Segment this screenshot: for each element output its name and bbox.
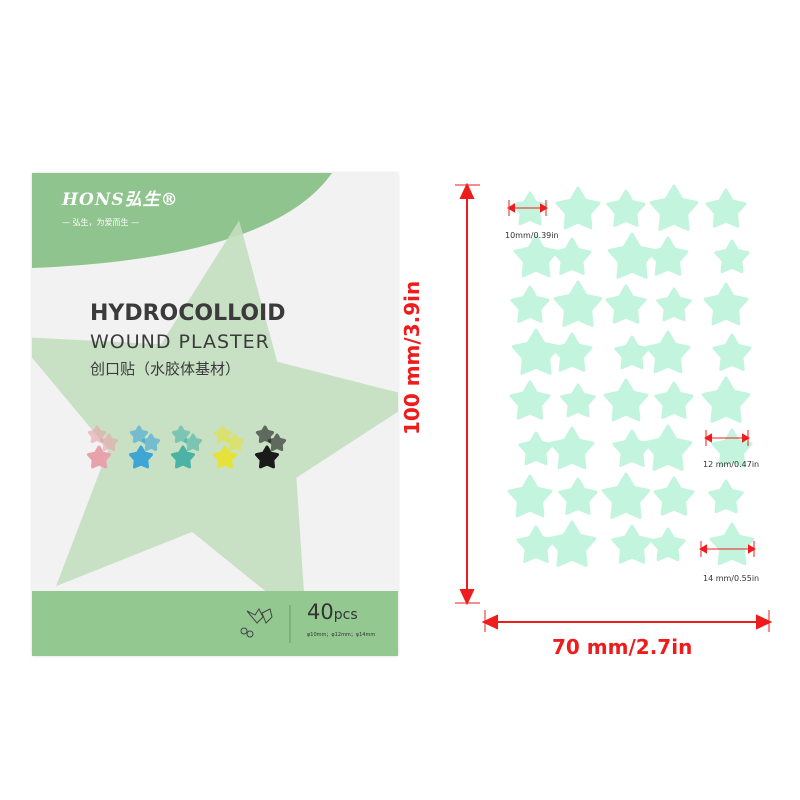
sticker-star (553, 280, 603, 327)
sticker-star (650, 527, 686, 562)
arrow-head (481, 614, 498, 630)
sticker-star (654, 381, 694, 419)
arrow-head (507, 203, 515, 213)
swatch-star (129, 445, 153, 469)
top-green-curve (32, 173, 332, 268)
arrow-head (699, 544, 707, 554)
sticker-star (653, 476, 695, 516)
swatch-star (171, 425, 191, 443)
height-label: 100 mm/3.9in (400, 280, 424, 435)
swatch-star (213, 445, 237, 469)
swatch-star (99, 433, 119, 451)
brand-logo: HONS弘生® (62, 190, 179, 210)
sticker-star (606, 189, 646, 227)
sticker-star (601, 472, 651, 519)
swatch-star (255, 425, 275, 443)
sticker-star (611, 524, 653, 564)
sticker-star (558, 477, 598, 515)
sticker-star (603, 378, 649, 422)
sticker-star (705, 188, 747, 228)
swatch-star (87, 445, 111, 469)
arrow-head (459, 589, 475, 606)
package-background (32, 173, 398, 656)
count-unit: pcs (333, 607, 358, 623)
sticker-star (513, 234, 559, 278)
sticker-star (551, 332, 593, 372)
swatch-star (267, 433, 287, 451)
product-chinese-title: 创口贴（水胶体基材） (90, 360, 241, 378)
arrow-head (459, 182, 475, 199)
sticker-star (709, 522, 755, 566)
swatch-star (141, 433, 161, 451)
sticker-star (560, 383, 596, 418)
piece-count: 40pcs (307, 599, 358, 625)
sticker-star (507, 474, 553, 518)
sticker-star (656, 287, 692, 322)
product-subtitle: WOUND PLASTER (90, 331, 270, 353)
sticker-star (555, 186, 601, 230)
sticker-star (711, 428, 753, 468)
arrow-head (704, 433, 712, 443)
sticker-star (712, 333, 752, 371)
sticker-star (509, 380, 551, 420)
arrow-head (748, 544, 756, 554)
swatch-star (255, 445, 279, 469)
sticker-star (701, 376, 751, 423)
product-title: HYDROCOLLOID (90, 301, 286, 326)
sticker-star (703, 282, 749, 326)
swatch-star (87, 425, 107, 443)
arrow-head (756, 614, 773, 630)
sticker-star (607, 232, 657, 279)
sticker-star (516, 525, 556, 563)
sticker-star (649, 184, 699, 231)
brand-slogan: — 弘生，为爱而生 — (62, 218, 140, 227)
width-label: 70 mm/2.7in (552, 635, 693, 659)
sticker-star (645, 330, 691, 374)
swatch-star (183, 433, 203, 451)
swatch-star (129, 425, 149, 443)
sticker-star (511, 328, 561, 375)
sticker-star (643, 424, 693, 471)
count-value: 40 (307, 600, 334, 624)
sticker-star (708, 479, 744, 514)
sticker-star (714, 239, 750, 274)
sticker-star (510, 285, 550, 323)
big-star-shape (32, 220, 398, 624)
sticker-star (552, 237, 592, 275)
arrow-head (742, 433, 750, 443)
large-size-label: 14 mm/0.55in (703, 574, 760, 583)
sticker-star (614, 335, 650, 370)
sticker-star (518, 431, 554, 466)
holly-leaf-icon (240, 608, 273, 638)
swatch-star (171, 445, 195, 469)
sticker-star (647, 236, 689, 276)
product-package: HONS弘生® — 弘生，为爱而生 — HYDROCOLLOID WOUND P… (32, 173, 398, 656)
sticker-star (612, 429, 652, 467)
swatch-star (225, 433, 245, 451)
arrow-head (540, 203, 548, 213)
size-list: φ10mm；φ12mm；φ14mm (307, 632, 376, 638)
sticker-star (547, 520, 597, 567)
sticker-star (549, 426, 595, 470)
swatch-star (213, 425, 233, 443)
bottom-band (32, 591, 398, 656)
small-size-label: 10mm/0.39in (505, 231, 559, 240)
medium-size-label: 12 mm/0.47in (703, 460, 760, 469)
sticker-star (605, 284, 647, 324)
